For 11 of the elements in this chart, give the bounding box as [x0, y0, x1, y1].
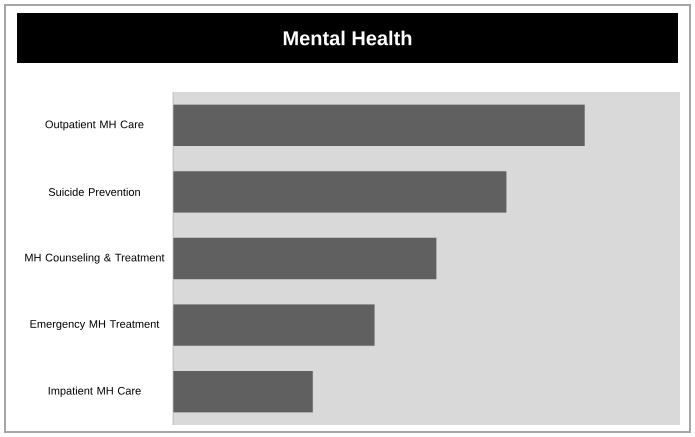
y-tick-label: Outpatient MH Care: [45, 120, 144, 130]
bar: [173, 370, 314, 414]
y-tick-label: Suicide Prevention: [48, 188, 140, 196]
y-tick-label: Impatient MH Care: [48, 386, 141, 397]
bar: [173, 104, 586, 147]
y-tick-label: MH Counseling & Treatment: [25, 253, 164, 264]
bar: [173, 237, 437, 280]
bar: [173, 304, 376, 346]
y-tick-label: Emergency MH Treatment: [30, 320, 160, 330]
chart-title: Mental Health: [284, 30, 412, 46]
bar: [173, 170, 508, 214]
